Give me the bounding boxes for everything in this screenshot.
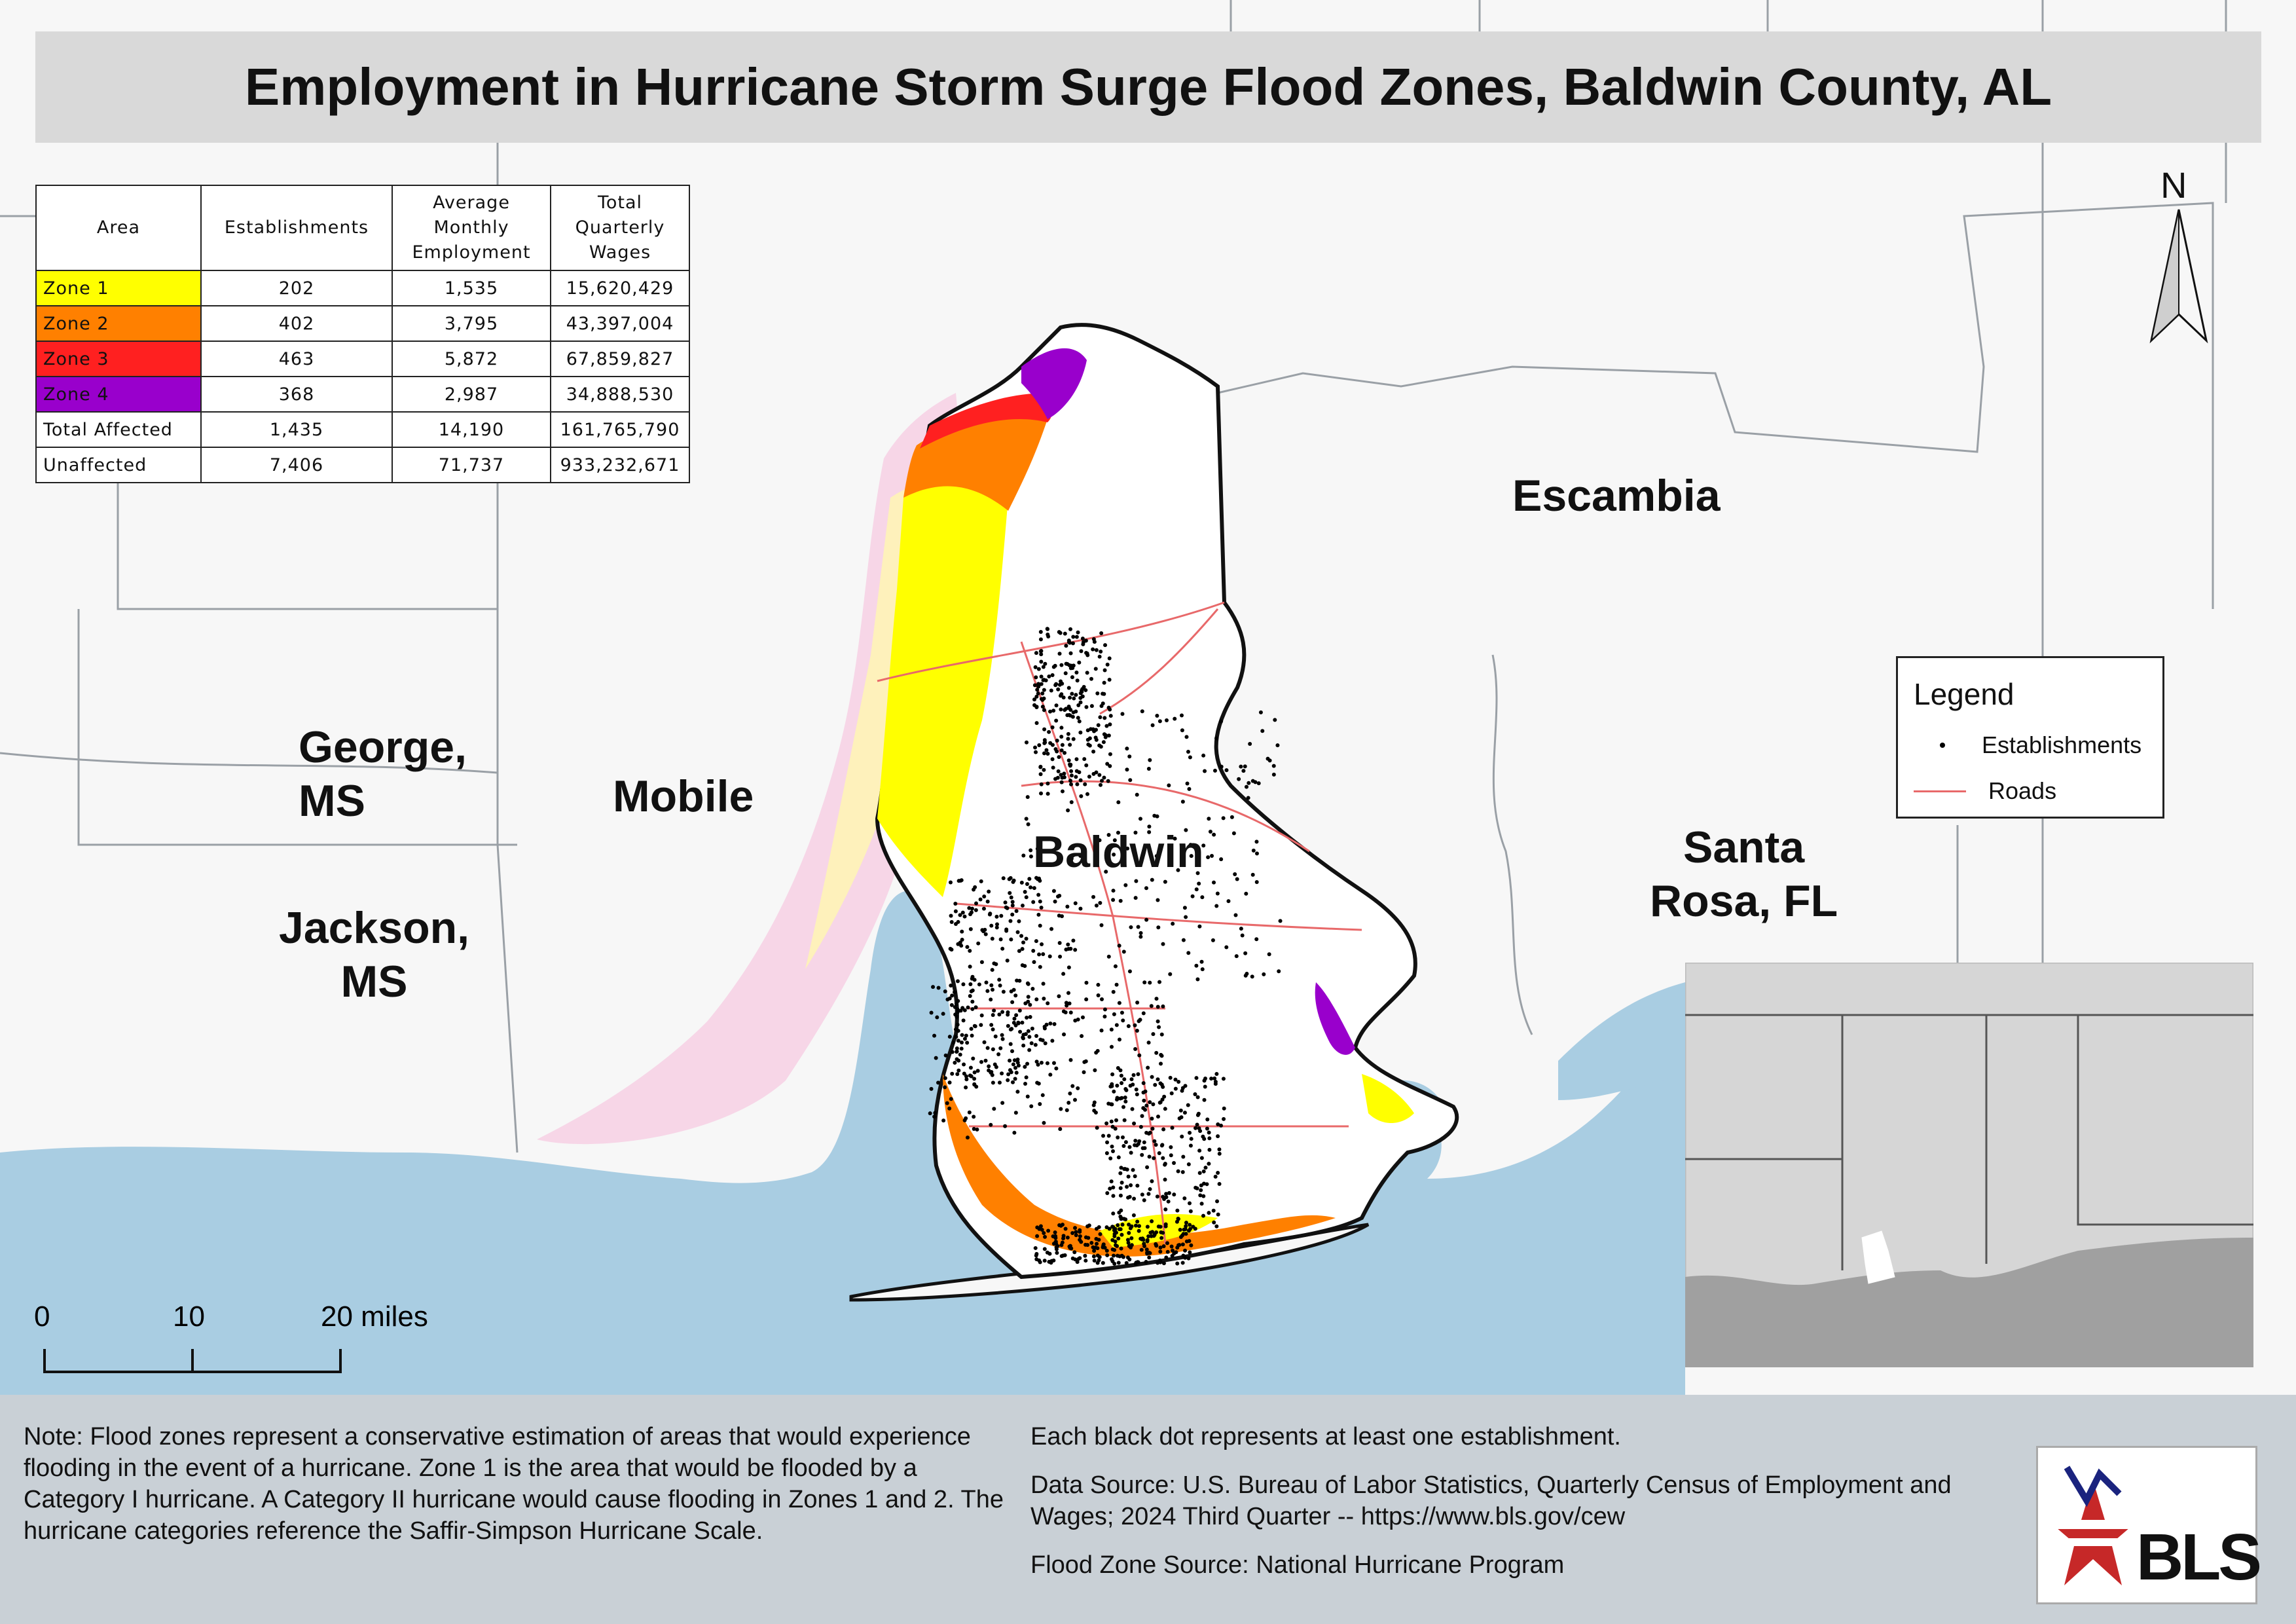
table-row: Zone 2 402 3,795 43,397,004 bbox=[35, 305, 690, 342]
scale-bar bbox=[43, 1349, 342, 1373]
cell-area: Zone 2 bbox=[35, 305, 202, 342]
county-label-escambia: Escambia bbox=[1512, 471, 1721, 521]
cell-employment: 3,795 bbox=[392, 305, 551, 342]
cell-area: Zone 3 bbox=[35, 341, 202, 377]
roads bbox=[877, 601, 1362, 1245]
table-header-row: Area Establishments Average Monthly Empl… bbox=[35, 185, 690, 271]
santa-rosa-line1: Santa bbox=[1683, 822, 1805, 872]
establishment-dot-icon bbox=[1940, 743, 1945, 748]
north-label: N bbox=[2160, 164, 2187, 206]
header-area: Area bbox=[35, 185, 202, 271]
pensacola-bay-water bbox=[1558, 982, 1685, 1100]
table-row: Zone 4 368 2,987 34,888,530 bbox=[35, 376, 690, 413]
table-row: Total Affected 1,435 14,190 161,765,790 bbox=[35, 411, 690, 448]
legend-row-roads: Roads bbox=[1914, 777, 2056, 805]
legend-roads-label: Roads bbox=[1988, 777, 2057, 804]
bls-logo: BLS bbox=[2036, 1446, 2262, 1604]
scale-labels: 0 10 20 miles bbox=[29, 1297, 428, 1375]
dot-note: Each black dot represents at least one e… bbox=[1030, 1423, 1621, 1450]
legend-establishments-label: Establishments bbox=[1982, 731, 2142, 758]
map-title: Employment in Hurricane Storm Surge Floo… bbox=[244, 58, 2052, 116]
santa-rosa-line2: Rosa, FL bbox=[1650, 876, 1838, 926]
cell-employment: 14,190 bbox=[392, 411, 551, 448]
george-line1: George, bbox=[299, 722, 467, 772]
title-bar: Employment in Hurricane Storm Surge Floo… bbox=[35, 31, 2261, 143]
map-legend: Legend Establishments Roads bbox=[1896, 656, 2164, 819]
header-wages: Total Quarterly Wages bbox=[550, 185, 690, 271]
table-row: Zone 1 202 1,535 15,620,429 bbox=[35, 270, 690, 306]
gulf-water bbox=[0, 891, 1685, 1395]
inset-locator-map bbox=[1685, 963, 2253, 1367]
county-label-george: George, MS bbox=[299, 720, 467, 828]
county-label-jackson: Jackson, MS bbox=[279, 901, 469, 1008]
legend-title: Legend bbox=[1914, 677, 2014, 711]
road-line-icon bbox=[1914, 790, 1966, 792]
scale-label-20: 20 miles bbox=[321, 1301, 428, 1333]
legend-row-establishments: Establishments bbox=[1914, 731, 2141, 759]
zone3-area bbox=[920, 393, 1053, 449]
table-row: Zone 3 463 5,872 67,859,827 bbox=[35, 341, 690, 377]
flood-zone-note: Note: Flood zones represent a conservati… bbox=[24, 1423, 1004, 1545]
cell-area: Zone 4 bbox=[35, 376, 202, 413]
jackson-line2: MS bbox=[340, 957, 408, 1006]
cell-establishments: 1,435 bbox=[200, 411, 393, 448]
north-arrow: N bbox=[2141, 164, 2219, 344]
mobile-delta-light-zones bbox=[537, 393, 960, 1145]
cell-wages: 67,859,827 bbox=[550, 341, 690, 377]
data-source: Data Source: U.S. Bureau of Labor Statis… bbox=[1030, 1471, 1952, 1530]
scale-label-0: 0 bbox=[34, 1301, 50, 1333]
south-coast-zones bbox=[943, 1074, 1336, 1257]
perdido-zones-purple bbox=[1315, 982, 1355, 1055]
cell-wages: 933,232,671 bbox=[550, 447, 690, 483]
cell-establishments: 368 bbox=[200, 376, 393, 413]
scale-label-10: 10 bbox=[173, 1301, 205, 1333]
cell-area: Unaffected bbox=[35, 447, 202, 483]
cell-establishments: 402 bbox=[200, 305, 393, 342]
county-label-mobile: Mobile bbox=[613, 771, 754, 821]
county-label-baldwin: Baldwin bbox=[1033, 827, 1204, 877]
cell-employment: 71,737 bbox=[392, 447, 551, 483]
table-body: Zone 1 202 1,535 15,620,429 Zone 2 402 3,795 43… bbox=[35, 270, 690, 483]
footer-panel: Note: Flood zones represent a conservati… bbox=[0, 1395, 2296, 1624]
header-employment: Average Monthly Employment bbox=[392, 185, 551, 271]
establishment-dots bbox=[928, 627, 1283, 1266]
cell-wages: 161,765,790 bbox=[550, 411, 690, 448]
jackson-line1: Jackson, bbox=[279, 903, 470, 953]
cell-establishments: 202 bbox=[200, 270, 393, 306]
perdido-zones bbox=[1362, 1074, 1414, 1123]
source-notes: Each black dot represents at least one e… bbox=[1030, 1421, 2026, 1598]
table-row: Unaffected 7,406 71,737 933,232,671 bbox=[35, 447, 690, 483]
flood-zone-source: Flood Zone Source: National Hurricane Pr… bbox=[1030, 1551, 1565, 1579]
cell-establishments: 463 bbox=[200, 341, 393, 377]
cell-area: Zone 1 bbox=[35, 270, 202, 306]
zone4-area bbox=[1021, 348, 1087, 419]
cell-wages: 34,888,530 bbox=[550, 376, 690, 413]
employment-table: Area Establishments Average Monthly Empl… bbox=[35, 185, 690, 483]
north-arrow-icon bbox=[2149, 209, 2208, 344]
george-line2: MS bbox=[299, 776, 365, 826]
cell-wages: 15,620,429 bbox=[550, 270, 690, 306]
cell-employment: 5,872 bbox=[392, 341, 551, 377]
cell-wages: 43,397,004 bbox=[550, 305, 690, 342]
cell-establishments: 7,406 bbox=[200, 447, 393, 483]
county-label-santa-rosa: Santa Rosa, FL bbox=[1650, 821, 1838, 928]
bls-logo-text: BLS bbox=[2136, 1521, 2262, 1594]
cell-employment: 1,535 bbox=[392, 270, 551, 306]
zone1-area bbox=[877, 482, 1008, 897]
bls-star-icon bbox=[2047, 1466, 2139, 1585]
header-establishments: Establishments bbox=[200, 185, 393, 271]
cell-area: Total Affected bbox=[35, 411, 202, 448]
cell-employment: 2,987 bbox=[392, 376, 551, 413]
